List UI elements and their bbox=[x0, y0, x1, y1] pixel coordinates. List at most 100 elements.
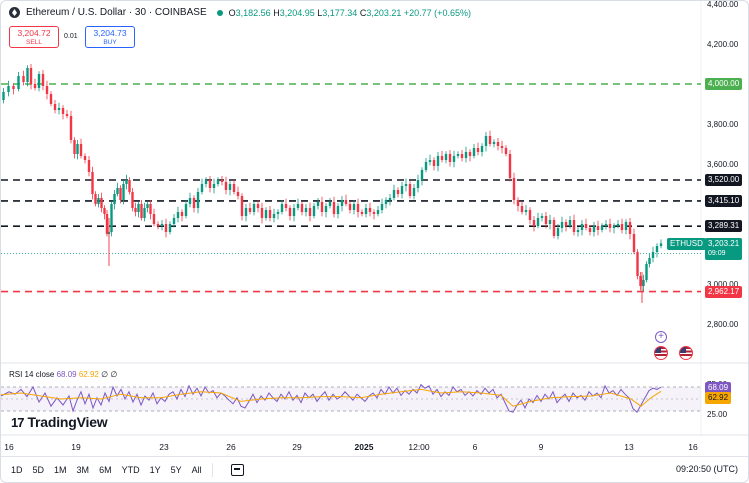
tradingview-logo-text: TradingView bbox=[27, 414, 108, 430]
candle-body bbox=[228, 184, 232, 190]
candle-body bbox=[500, 146, 504, 148]
calendar-goto-date-icon[interactable] bbox=[230, 464, 244, 476]
candle-body bbox=[208, 180, 212, 188]
add-indicator-icon[interactable]: + bbox=[655, 331, 667, 343]
candle-body bbox=[356, 204, 360, 212]
candle-body bbox=[248, 208, 252, 212]
sell-price: 3,204.72 bbox=[17, 28, 51, 38]
candle-body bbox=[272, 214, 276, 218]
timeframe-3m[interactable]: 3M bbox=[76, 465, 90, 475]
candle-body bbox=[432, 160, 436, 166]
candle-body bbox=[113, 194, 116, 204]
level-price-label[interactable]: 3,415.10 bbox=[705, 194, 743, 207]
timeframe-ytd[interactable]: YTD bbox=[121, 465, 140, 475]
timeframe-5d[interactable]: 5D bbox=[32, 465, 45, 475]
candle-body bbox=[37, 74, 41, 88]
time-axis-label: 29 bbox=[292, 442, 302, 452]
candle-body bbox=[244, 208, 248, 216]
candle-body bbox=[348, 204, 352, 210]
candle-body bbox=[448, 154, 452, 162]
candle-body bbox=[376, 210, 380, 214]
price-tick-label: 4,200.00 bbox=[707, 40, 739, 49]
candle-body bbox=[180, 212, 184, 216]
candle-body bbox=[328, 202, 332, 206]
candle-body bbox=[172, 218, 176, 224]
candle-body bbox=[232, 184, 236, 192]
symbol-header: Ethereum / U.S. Dollar · 30 · COINBASE O… bbox=[9, 7, 471, 18]
current-price-label[interactable]: 3,203.21 09:09 bbox=[705, 238, 743, 261]
us-flag-event-icon[interactable] bbox=[654, 346, 668, 360]
candle-body bbox=[252, 204, 256, 212]
time-axis-label: 23 bbox=[159, 442, 169, 452]
candle-body bbox=[480, 146, 484, 152]
timeframe-1d[interactable]: 1D bbox=[11, 465, 23, 475]
candle-body bbox=[608, 224, 612, 228]
candle-body bbox=[404, 184, 408, 186]
buy-button[interactable]: 3,204.73 BUY bbox=[85, 26, 135, 48]
candle-body bbox=[392, 190, 396, 198]
candle-body bbox=[472, 148, 476, 156]
candle-body bbox=[212, 184, 216, 188]
candle-body bbox=[204, 180, 208, 184]
candle-body bbox=[12, 86, 15, 89]
timeframe-1y[interactable]: 1Y bbox=[149, 465, 161, 475]
candle-body bbox=[87, 160, 91, 172]
candle-body bbox=[156, 224, 160, 226]
rsi-legend[interactable]: RSI 14 close 68.09 62.92 ∅ ∅ bbox=[9, 370, 117, 379]
level-price-label[interactable]: 3,520.00 bbox=[705, 174, 743, 186]
level-price-label[interactable]: 2,962.17 bbox=[705, 285, 743, 298]
candle-body bbox=[492, 142, 496, 144]
candle-body bbox=[552, 220, 556, 236]
time-axis-label: 16 bbox=[688, 442, 698, 452]
rsi-tick-25: 25.00 bbox=[707, 410, 728, 419]
rsi-ma-line bbox=[1, 388, 662, 407]
candle-body bbox=[97, 198, 100, 204]
timeframe-1m[interactable]: 1M bbox=[54, 465, 67, 475]
candle-body bbox=[140, 204, 143, 218]
candle-body bbox=[544, 216, 548, 224]
candle-body bbox=[73, 140, 76, 154]
timeframe-5y[interactable]: 5Y bbox=[170, 465, 182, 475]
timeframe-all[interactable]: All bbox=[191, 465, 202, 475]
sell-label: SELL bbox=[26, 39, 42, 46]
candle-body bbox=[440, 156, 444, 160]
candle-body bbox=[444, 154, 448, 160]
buy-label: BUY bbox=[103, 39, 117, 46]
candle-body bbox=[308, 208, 312, 216]
level-price-label[interactable]: 3,289.31 bbox=[705, 220, 743, 233]
candle-body bbox=[648, 258, 651, 264]
candle-body bbox=[268, 210, 272, 218]
candle-body bbox=[456, 154, 460, 156]
candle-body bbox=[100, 198, 103, 208]
candle-body bbox=[224, 182, 228, 190]
candle-body bbox=[143, 208, 146, 218]
candle-body bbox=[564, 222, 568, 226]
bottom-toolbar: 1D 5D 1M 3M 6M YTD 1Y 5Y All 09:20:50 (U… bbox=[1, 456, 748, 482]
rsi-ma-value-label: 62.92 bbox=[705, 392, 732, 405]
price-tick-label: 3,600.00 bbox=[707, 160, 739, 169]
us-flag-event-icon-2[interactable] bbox=[679, 346, 693, 360]
candle-body bbox=[384, 200, 388, 204]
candle-body bbox=[7, 86, 10, 92]
candle-body bbox=[240, 196, 244, 216]
candle-body bbox=[596, 226, 600, 230]
price-tick-label: 3,000.00 bbox=[707, 280, 739, 289]
candle-body bbox=[540, 216, 544, 218]
tradingview-logo[interactable]: 17 TradingView bbox=[11, 414, 108, 430]
candle-body bbox=[642, 280, 645, 286]
symbol-title[interactable]: Ethereum / U.S. Dollar · 30 · COINBASE bbox=[26, 7, 207, 18]
candle-body bbox=[588, 228, 592, 232]
candle-body bbox=[528, 210, 532, 220]
candle-body bbox=[616, 224, 620, 226]
candle-body bbox=[79, 144, 83, 156]
clock-utc[interactable]: 09:20:50 (UTC) bbox=[675, 464, 738, 474]
candle-body bbox=[556, 228, 560, 236]
candle-body bbox=[516, 200, 520, 206]
current-symbol-label: ETHUSD bbox=[667, 238, 706, 251]
timeframe-6m[interactable]: 6M bbox=[99, 465, 112, 475]
candle-body bbox=[41, 74, 45, 86]
candle-body bbox=[624, 222, 628, 230]
sell-button[interactable]: 3,204.72 SELL bbox=[9, 26, 59, 48]
level-price-label[interactable]: 4,000.00 bbox=[705, 78, 743, 90]
